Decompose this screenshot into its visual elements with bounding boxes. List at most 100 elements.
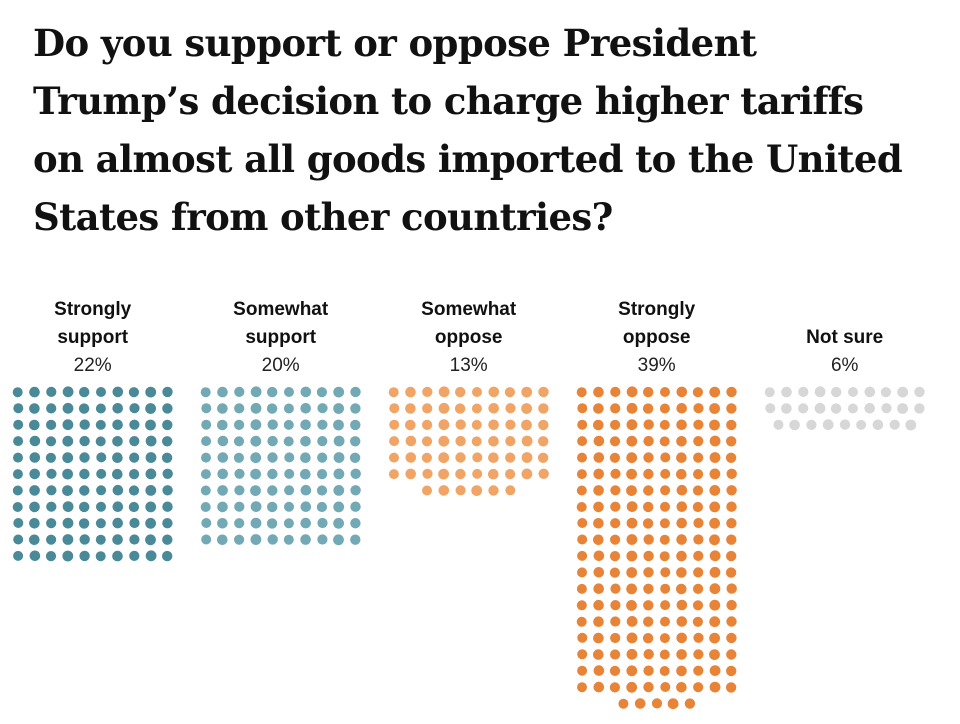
dot [300, 468, 311, 480]
dot [284, 468, 295, 479]
dot [726, 501, 737, 512]
dot [12, 502, 23, 512]
dot [79, 386, 90, 398]
dot [709, 566, 721, 578]
dot [162, 419, 173, 431]
dot [267, 485, 278, 496]
dot [642, 518, 654, 529]
dot [62, 402, 74, 414]
dot [709, 468, 721, 480]
dot [814, 402, 826, 414]
dot-column [388, 386, 549, 496]
dot [388, 469, 399, 480]
dot [880, 387, 892, 398]
dot [505, 452, 516, 463]
dot [333, 403, 344, 414]
dot [693, 649, 704, 660]
dot [693, 452, 704, 463]
dot [233, 452, 244, 463]
dot [200, 485, 211, 496]
dot [112, 484, 124, 496]
dot [12, 469, 23, 480]
dot [162, 550, 173, 562]
dot [676, 550, 687, 562]
dot [13, 403, 24, 414]
dot [709, 681, 721, 693]
category-header: Not sure 6% [760, 296, 930, 380]
dot [693, 550, 704, 562]
dot [872, 419, 884, 431]
dot [283, 518, 294, 529]
dot [676, 665, 687, 677]
dot [317, 419, 328, 430]
dot [29, 419, 40, 431]
dot [389, 419, 400, 430]
dot [46, 468, 57, 479]
dot [333, 485, 345, 496]
dot [693, 583, 704, 595]
dot [814, 386, 826, 398]
dot [333, 435, 345, 447]
dot [129, 550, 140, 562]
dot [62, 435, 74, 447]
dot [129, 403, 140, 414]
dot [593, 649, 604, 660]
dot [250, 402, 262, 414]
dot [112, 501, 124, 512]
dot [317, 469, 328, 480]
dot [610, 419, 621, 430]
dot [62, 517, 74, 529]
dot [29, 485, 40, 496]
dot [200, 387, 211, 398]
dot [764, 387, 775, 398]
dot [488, 403, 500, 414]
dot [643, 452, 654, 463]
dot [250, 452, 262, 464]
dot [438, 419, 450, 431]
dot [881, 403, 892, 414]
dot [129, 419, 140, 430]
dot [626, 534, 638, 545]
dot [642, 633, 654, 644]
dot [864, 386, 876, 398]
dot [610, 583, 621, 594]
dot [217, 518, 228, 529]
dot [96, 485, 107, 496]
dot [577, 403, 588, 414]
dot [709, 452, 721, 463]
dot [676, 534, 687, 545]
dot [789, 419, 800, 431]
dot [676, 484, 688, 496]
dot [283, 419, 294, 430]
dot [217, 501, 228, 513]
dot [349, 452, 361, 463]
dot [593, 665, 605, 676]
dot [643, 485, 654, 496]
dot [333, 452, 345, 463]
category-label: Strongly support [54, 299, 132, 348]
dot [317, 403, 328, 414]
dot [610, 485, 621, 496]
dot [267, 386, 278, 398]
dot [234, 403, 245, 414]
dot [725, 682, 737, 693]
dot [577, 419, 588, 430]
dot [593, 616, 604, 627]
dot [250, 501, 262, 512]
dot [79, 534, 90, 545]
dot [455, 435, 466, 447]
category-percent: 22% [73, 355, 112, 376]
dot [471, 403, 482, 414]
dot [521, 435, 533, 447]
dot [455, 452, 466, 463]
dot [300, 517, 312, 529]
dot [676, 517, 687, 529]
dot [709, 616, 721, 628]
dot [145, 550, 157, 562]
title-line: Do you support or oppose President [33, 21, 757, 65]
dot [609, 665, 621, 677]
dot [471, 419, 482, 430]
dot [726, 485, 737, 496]
dot [643, 386, 654, 398]
dot [538, 403, 549, 414]
